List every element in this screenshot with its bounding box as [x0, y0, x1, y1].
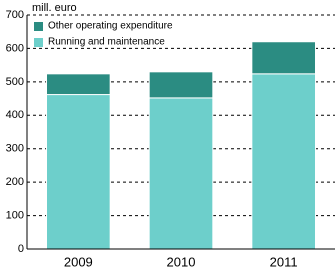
unit-label: mill. euro	[32, 2, 77, 14]
bar-segment	[251, 41, 316, 75]
y-tick-label: 600	[6, 42, 24, 54]
y-tick-label: 400	[6, 109, 24, 121]
legend-swatch	[34, 38, 43, 47]
x-tick-label: 2009	[64, 254, 93, 269]
x-tick-label: 2010	[167, 254, 196, 269]
y-tick-label: 300	[6, 143, 24, 155]
y-tick-label: 500	[6, 76, 24, 88]
bar-segment	[251, 73, 316, 250]
y-tick-label: 700	[6, 9, 24, 21]
legend-swatch	[34, 22, 43, 31]
bar-segment	[148, 71, 214, 99]
y-tick-label: 200	[6, 176, 24, 188]
bar-segment	[46, 73, 111, 96]
bar-segment	[148, 97, 214, 250]
x-tick-label: 2011	[270, 254, 298, 269]
y-tick-label: 0	[18, 243, 24, 255]
y-tick-label: 100	[6, 209, 24, 221]
legend-label: Other operating expenditure	[48, 21, 173, 32]
legend-label: Running and maintenance	[48, 37, 165, 48]
bar-segment	[46, 94, 111, 250]
